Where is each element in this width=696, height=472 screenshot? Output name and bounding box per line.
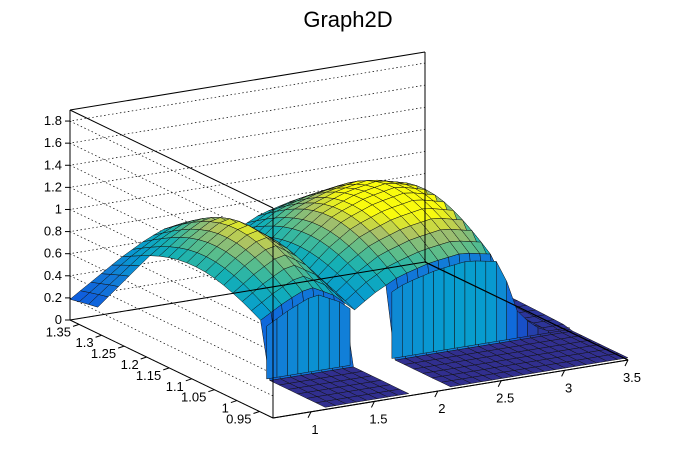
z-tick-label: 0.2 xyxy=(44,290,62,305)
ticks-layer: 0 0.2 0.4 0.6 0.8 1 1.2 1.4 1.6 1.8 1 1.5 2 2.5 3 3.5 0.… xyxy=(44,113,641,437)
chart-title: Graph2D xyxy=(303,7,392,32)
y-tick-mark xyxy=(72,323,80,327)
x-tick-mark xyxy=(370,401,375,408)
y-tick-label: 1.1 xyxy=(166,379,184,394)
surface-facet xyxy=(496,261,507,342)
surface-facet xyxy=(485,260,497,344)
y-tick-mark xyxy=(208,389,215,393)
box-edge xyxy=(69,51,426,111)
x-tick-mark xyxy=(434,390,439,398)
z-tick-label: 1.2 xyxy=(44,179,62,194)
box-edge xyxy=(69,319,274,419)
surface-facet xyxy=(433,267,445,352)
frame-layer xyxy=(69,51,629,419)
surface-facet xyxy=(287,304,299,376)
z-tick-label: 0.6 xyxy=(44,246,62,261)
surface-facet xyxy=(402,279,413,358)
box-edge xyxy=(69,109,274,209)
x-tick-label: 1 xyxy=(311,422,318,437)
z-tick-label: 0 xyxy=(55,312,62,327)
box-edge xyxy=(272,359,629,419)
y-tick-mark xyxy=(253,410,260,414)
y-tick-mark xyxy=(117,345,125,349)
y-tick-mark xyxy=(140,356,147,360)
x-tick-label: 2 xyxy=(438,401,445,416)
surface-facet xyxy=(318,294,330,371)
surface-facet xyxy=(506,281,518,341)
surface-facet xyxy=(464,260,476,347)
surface-facet xyxy=(391,284,403,359)
surface-facet xyxy=(297,297,309,375)
surface-facet xyxy=(328,298,340,370)
surface-facet xyxy=(475,260,487,346)
y-tick-label: 1.05 xyxy=(181,390,206,405)
surface-facet xyxy=(412,275,424,356)
surface-facet xyxy=(276,310,288,378)
y-tick-label: 1 xyxy=(222,401,229,416)
surface-facet xyxy=(454,261,466,349)
x-tick-label: 3.5 xyxy=(623,370,641,385)
z-tick-label: 1 xyxy=(55,201,62,216)
surface-facet xyxy=(339,301,351,368)
surface-facet xyxy=(308,294,320,373)
x-tick-label: 2.5 xyxy=(496,391,514,406)
y-tick-mark xyxy=(95,334,102,338)
surface-layer xyxy=(69,179,629,408)
x-tick-mark xyxy=(497,380,502,387)
y-tick-label: 1.15 xyxy=(136,368,161,383)
z-tick-label: 1.6 xyxy=(44,135,62,150)
x-tick-label: 1.5 xyxy=(369,411,387,426)
y-tick-mark xyxy=(185,378,192,382)
y-tick-mark xyxy=(163,367,170,371)
x-tick-label: 3 xyxy=(565,380,572,395)
y-tick-label: 1.35 xyxy=(46,324,71,339)
box-edge xyxy=(424,261,629,361)
z-tick-label: 0.4 xyxy=(44,268,62,283)
surface-facet xyxy=(388,388,410,396)
surface-facet xyxy=(422,270,434,354)
surface-facet xyxy=(443,264,455,351)
y-tick-label: 1.25 xyxy=(91,346,116,361)
z-tick-label: 0.8 xyxy=(44,224,62,239)
z-tick-label: 1.4 xyxy=(44,157,62,172)
box-edge xyxy=(69,261,426,321)
x-tick-mark xyxy=(561,370,566,377)
y-tick-label: 1.2 xyxy=(121,357,139,372)
x-tick-mark xyxy=(307,411,312,419)
surface-facet xyxy=(266,318,278,380)
z-tick-label: 1.8 xyxy=(44,113,62,128)
x-tick-mark xyxy=(624,359,629,367)
y-tick-label: 1.3 xyxy=(75,335,93,350)
y-tick-mark xyxy=(230,400,238,404)
y-tick-label: 0.95 xyxy=(226,411,251,426)
